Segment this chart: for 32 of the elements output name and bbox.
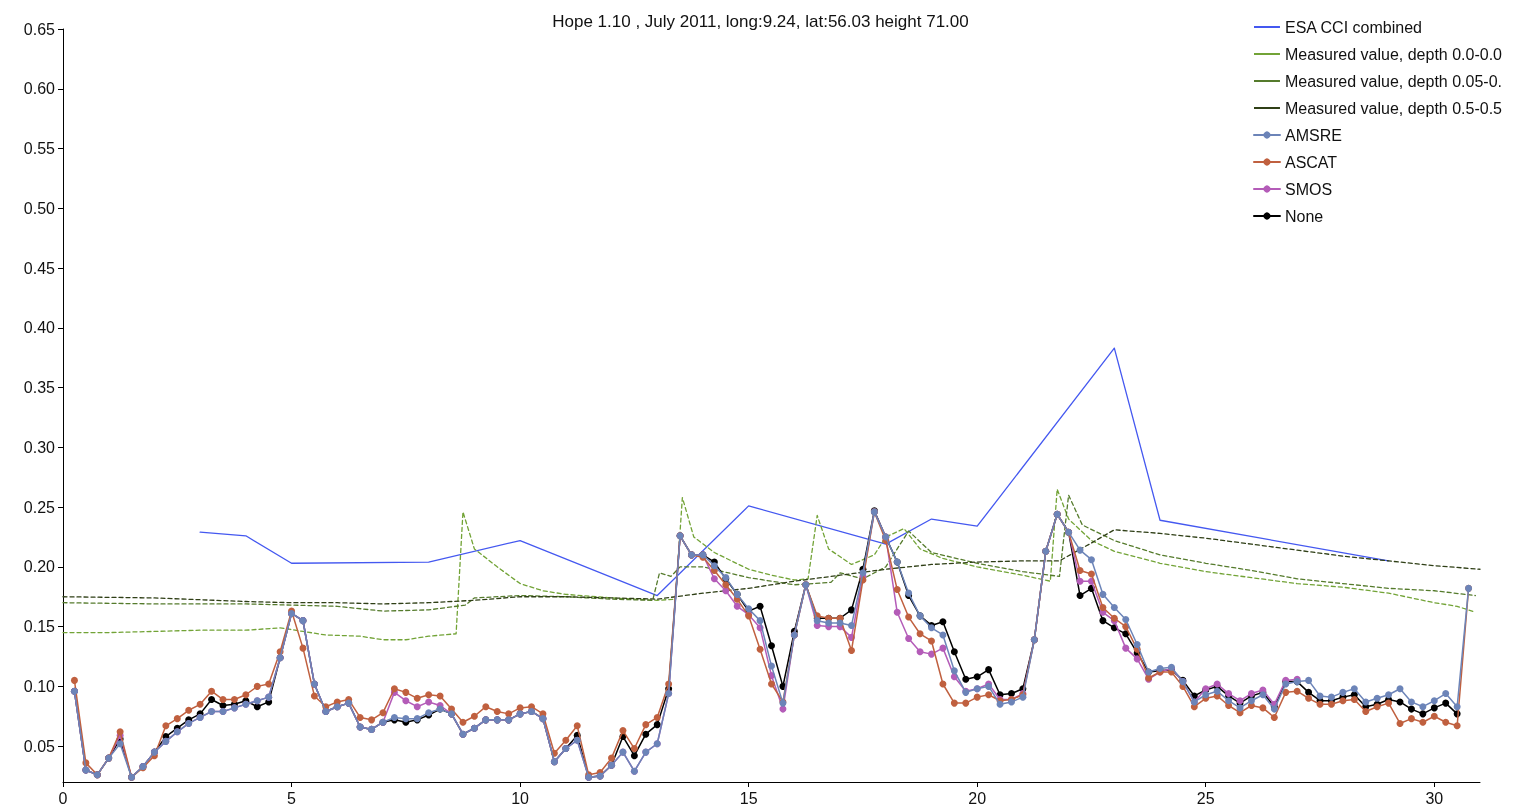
- y-tick-label: 0.60: [23, 80, 56, 98]
- x-tick-label: 25: [1196, 789, 1215, 807]
- y-tick-label: 0.30: [23, 438, 56, 456]
- legend-label: Measured value, depth 0.05-0.: [1284, 72, 1502, 90]
- x-tick-label: 15: [739, 789, 758, 807]
- y-tick-label: 0.05: [23, 737, 56, 755]
- y-tick-label: 0.20: [23, 558, 56, 576]
- legend-label: ASCAT: [1284, 153, 1338, 171]
- x-tick-label: 10: [511, 789, 530, 807]
- y-tick-label: 0.45: [23, 259, 56, 277]
- y-tick-label: 0.55: [23, 140, 56, 158]
- legend-label: Measured value, depth 0.5-0.5: [1284, 99, 1503, 117]
- y-tick-label: 0.10: [23, 677, 56, 695]
- y-tick-label: 0.65: [23, 20, 56, 38]
- legend-label: None: [1284, 207, 1324, 225]
- y-tick-label: 0.50: [23, 199, 56, 217]
- y-tick-label: 0.40: [23, 319, 56, 337]
- chart-title: Hope 1.10 , July 2011, long:9.24, lat:56.03 height 71.00: [552, 12, 969, 31]
- line-series: [62, 529, 1481, 605]
- legend-label: AMSRE: [1284, 126, 1342, 144]
- legend-label: SMOS: [1284, 180, 1333, 198]
- y-tick-label: 0.25: [23, 498, 56, 516]
- y-tick-label: 0.15: [23, 618, 56, 636]
- x-tick-label: 30: [1425, 789, 1444, 807]
- x-tick-label: 0: [58, 789, 68, 807]
- legend-label: Measured value, depth 0.0-0.0: [1284, 45, 1503, 63]
- legend-label: ESA CCI combined: [1284, 18, 1422, 36]
- line-series: [62, 494, 1477, 612]
- x-tick-label: 5: [287, 789, 297, 807]
- y-tick-label: 0.35: [23, 379, 56, 397]
- line-series: [199, 347, 1390, 597]
- x-tick-label: 20: [968, 789, 987, 807]
